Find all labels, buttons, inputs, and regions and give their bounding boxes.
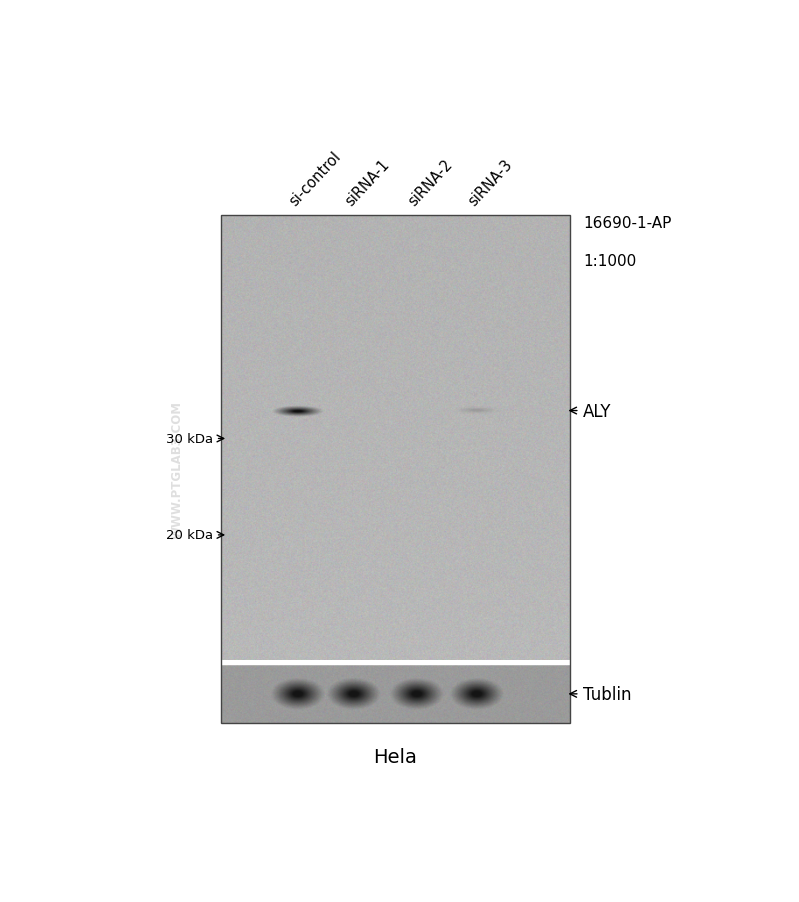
Text: 1:1000: 1:1000 (583, 254, 636, 269)
Text: siRNA-2: siRNA-2 (406, 157, 455, 209)
Text: si-control: si-control (287, 149, 344, 209)
Bar (221, 216, 570, 723)
Text: ALY: ALY (583, 402, 611, 420)
Text: siRNA-3: siRNA-3 (465, 157, 515, 209)
Text: 16690-1-AP: 16690-1-AP (583, 216, 671, 231)
Text: Tublin: Tublin (583, 686, 631, 703)
Text: WWW.PTGLAB3.COM: WWW.PTGLAB3.COM (171, 400, 184, 538)
Text: Hela: Hela (374, 747, 418, 766)
Text: siRNA-1: siRNA-1 (343, 157, 392, 209)
Text: 30 kDa: 30 kDa (166, 432, 213, 446)
Text: 20 kDa: 20 kDa (166, 529, 213, 542)
